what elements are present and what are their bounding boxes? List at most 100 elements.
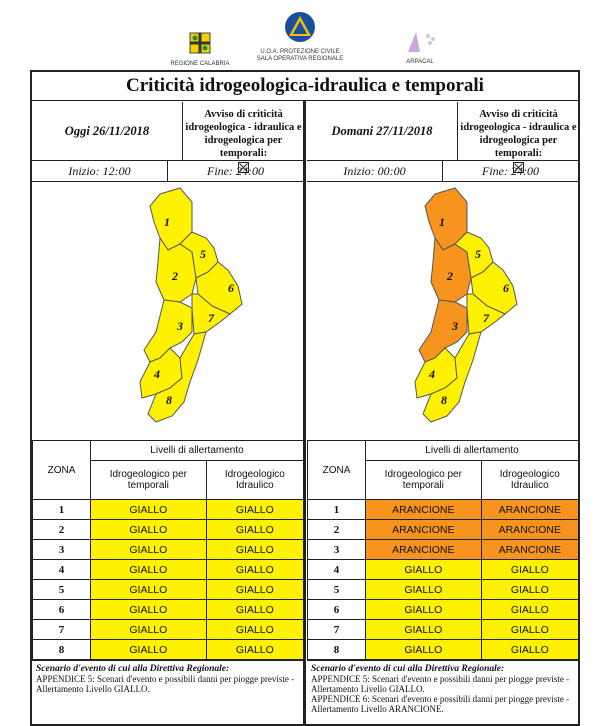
regione-caption: REGIONE CALABRIA [170, 61, 230, 67]
arpacal-caption: ARPACAL [406, 59, 434, 65]
today-table: ZONA Livelli di allertamento Idrogeologi… [32, 440, 305, 660]
table-row: 7 GIALLO GIALLO [307, 619, 580, 640]
map-zone-8 [147, 331, 207, 423]
today-fine: Fine: 24:00 [207, 164, 264, 178]
zona-cell: 8 [307, 639, 366, 660]
tomorrow-date: Domani 27/11/2018 [307, 102, 458, 160]
col-temporali-header: Idrogeologico per temporali [90, 460, 207, 500]
tomorrow-avviso: Avviso di criticità idrogeologica - idra… [458, 108, 579, 177]
tomorrow-scenario-head: Scenario d'evento di cui alla Direttiva … [311, 664, 505, 674]
zona-cell: 3 [307, 539, 366, 560]
zona-cell: 6 [32, 599, 91, 620]
map-zone-label: 5 [475, 247, 481, 261]
table-row: 4 GIALLO GIALLO [307, 559, 580, 580]
protezione-caption-2: SALA OPERATIVA REGIONALE [256, 56, 344, 62]
level-idraulico-cell: GIALLO [480, 619, 580, 640]
level-temporali-cell: GIALLO [90, 599, 207, 620]
zona-cell: 7 [32, 619, 91, 640]
tomorrow-times: Inizio: 00:00 Fine: 24:00 [307, 161, 579, 182]
today-panel: Oggi 26/11/2018 Avviso di criticità idro… [32, 102, 305, 726]
table-row: 2 GIALLO GIALLO [32, 519, 305, 540]
zona-cell: 5 [307, 579, 366, 600]
page-title: Criticità idrogeologica-idraulica e temp… [32, 72, 578, 101]
today-scenario-line: APPENDICE 5: Scenari d'evento e possibil… [36, 674, 295, 694]
regione-calabria-logo: REGIONE CALABRIA [170, 30, 230, 68]
col-idraulico-header: Idrogeologico Idraulico [480, 460, 580, 500]
level-idraulico-cell: GIALLO [205, 519, 305, 540]
arpacal-emblem-icon [408, 32, 435, 52]
arpacal-logo: ARPACAL [385, 30, 455, 66]
protezione-civile-emblem-icon [285, 12, 315, 42]
map-zone-label: 7 [483, 311, 490, 325]
today-header: Oggi 26/11/2018 Avviso di criticità idro… [32, 102, 304, 173]
table-row: 2 ARANCIONE ARANCIONE [307, 519, 580, 540]
zona-cell: 3 [32, 539, 91, 560]
map-zone-label: 8 [441, 393, 447, 407]
today-avviso-checkbox [238, 162, 249, 173]
table-row: 4 GIALLO GIALLO [32, 559, 305, 580]
map-zone-8 [422, 331, 482, 423]
level-temporali-cell: GIALLO [90, 619, 207, 640]
level-idraulico-cell: GIALLO [205, 619, 305, 640]
tomorrow-scenario-line-1: APPENDICE 5: Scenari d'evento e possibil… [311, 674, 570, 694]
logo-bar: REGIONE CALABRIA U.O.A. PROTEZIONE CIVIL… [0, 0, 600, 70]
map-zone-label: 6 [503, 281, 509, 295]
protezione-caption-1: U.O.A. PROTEZIONE CIVILE [260, 49, 340, 55]
table-row: 8 GIALLO GIALLO [32, 639, 305, 660]
table-row: 8 GIALLO GIALLO [307, 639, 580, 660]
today-scenario-head: Scenario d'evento di cui alla Direttiva … [36, 664, 230, 674]
level-idraulico-cell: GIALLO [480, 579, 580, 600]
zona-cell: 4 [307, 559, 366, 580]
regione-emblem-icon [189, 32, 211, 54]
zona-cell: 1 [307, 499, 366, 520]
bulletin-frame: Criticità idrogeologica-idraulica e temp… [30, 70, 580, 726]
level-temporali-cell: GIALLO [365, 559, 482, 580]
map-zone-label: 3 [451, 319, 458, 333]
today-inizio: Inizio: 12:00 [32, 161, 168, 181]
tomorrow-panel: Domani 27/11/2018 Avviso di criticità id… [307, 102, 580, 726]
table-row: 5 GIALLO GIALLO [32, 579, 305, 600]
map-zone-label: 2 [446, 269, 453, 283]
tomorrow-calabria-map: 1 2 3 4 5 6 7 8 [414, 187, 518, 423]
map-zone-6 [470, 261, 518, 315]
map-zone-7 [191, 293, 231, 335]
today-map: 1 2 3 4 5 6 7 8 [32, 182, 304, 441]
level-idraulico-cell: GIALLO [205, 579, 305, 600]
map-zone-label: 7 [208, 311, 215, 325]
zona-header: ZONA [307, 440, 366, 500]
protezione-civile-logo: U.O.A. PROTEZIONE CIVILE SALA OPERATIVA … [250, 10, 350, 63]
today-scenario: Scenario d'evento di cui alla Direttiva … [32, 660, 304, 726]
today-avviso-text: Avviso di criticità idrogeologica - idra… [185, 109, 302, 159]
tomorrow-inizio: Inizio: 00:00 [307, 161, 443, 181]
level-temporali-cell: GIALLO [365, 619, 482, 640]
map-zone-label: 1 [164, 215, 170, 229]
today-calabria-map: 1 2 3 4 5 6 7 8 [139, 187, 243, 423]
level-temporali-cell: ARANCIONE [365, 499, 482, 520]
today-times: Inizio: 12:00 Fine: 24:00 [32, 161, 304, 182]
table-row: 6 GIALLO GIALLO [307, 599, 580, 620]
level-temporali-cell: GIALLO [90, 519, 207, 540]
level-idraulico-cell: ARANCIONE [480, 539, 580, 560]
table-row: 6 GIALLO GIALLO [32, 599, 305, 620]
level-temporali-cell: GIALLO [90, 639, 207, 660]
level-temporali-cell: GIALLO [365, 579, 482, 600]
level-temporali-cell: GIALLO [90, 499, 207, 520]
map-zone-7 [466, 293, 506, 335]
tomorrow-fine: Fine: 24:00 [482, 164, 539, 178]
center-divider [303, 100, 306, 726]
level-temporali-cell: GIALLO [90, 579, 207, 600]
zona-cell: 1 [32, 499, 91, 520]
level-idraulico-cell: GIALLO [205, 599, 305, 620]
map-zone-label: 4 [153, 367, 160, 381]
level-temporali-cell: GIALLO [365, 639, 482, 660]
map-zone-6 [195, 261, 243, 315]
map-zone-label: 1 [439, 215, 445, 229]
table-row: 3 GIALLO GIALLO [32, 539, 305, 560]
level-temporali-cell: GIALLO [365, 599, 482, 620]
tomorrow-header: Domani 27/11/2018 Avviso di criticità id… [307, 102, 579, 173]
map-zone-label: 8 [166, 393, 172, 407]
tomorrow-avviso-checkbox [513, 162, 524, 173]
today-avviso: Avviso di criticità idrogeologica - idra… [183, 108, 304, 177]
level-idraulico-cell: ARANCIONE [480, 499, 580, 520]
zona-cell: 6 [307, 599, 366, 620]
